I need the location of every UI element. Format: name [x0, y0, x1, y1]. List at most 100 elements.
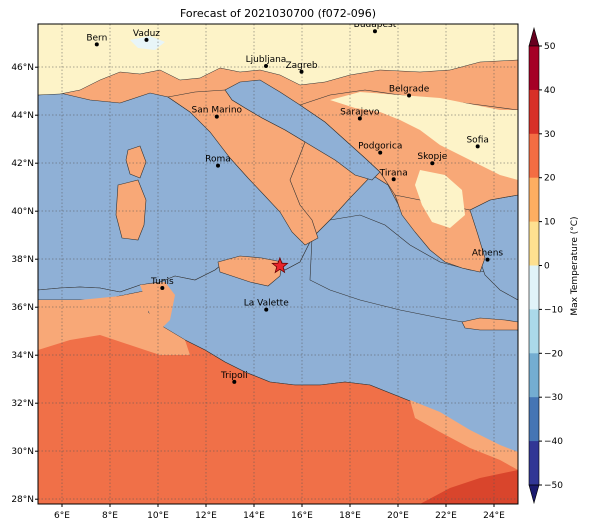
city-label: Roma	[205, 155, 231, 165]
alps-cool	[130, 36, 165, 50]
x-tick-label: 20°E	[387, 511, 409, 521]
colorbar-min-arrow	[528, 484, 540, 505]
y-tick-label: 46°N	[11, 63, 34, 73]
x-tick-label: 6°E	[54, 511, 70, 521]
colorbar-tick-label: −50	[544, 481, 563, 491]
city-label: San Marino	[192, 106, 243, 116]
y-tick-label: 42°N	[11, 159, 34, 169]
x-tick-label: 14°E	[243, 511, 265, 521]
x-tick-label: 16°E	[291, 511, 313, 521]
colorbar-tick-label: −10	[544, 305, 563, 315]
city-label: Athens	[472, 249, 503, 259]
colorbar-segment	[529, 353, 539, 398]
y-tick-label: 44°N	[11, 111, 34, 121]
colorbar-segment	[529, 89, 539, 135]
city-label: Ljubljana	[246, 55, 287, 65]
colorbar-segment	[529, 133, 539, 179]
city-marker	[160, 286, 165, 290]
colorbar-label: Max Temperature (°C)	[570, 216, 580, 315]
colorbar-tick-label: −20	[544, 349, 563, 359]
city-label: Tripoli	[220, 371, 248, 381]
x-tick-label: 10°E	[147, 511, 169, 521]
city-label: Budapest	[354, 20, 397, 30]
colorbar-max-arrow	[528, 26, 540, 47]
y-tick-label: 34°N	[11, 351, 34, 361]
city-marker	[94, 42, 99, 47]
corsica-land	[125, 145, 147, 179]
x-tick-label: 8°E	[102, 511, 118, 521]
city-label: Tirana	[379, 168, 408, 178]
city-marker	[299, 69, 304, 74]
city-marker	[391, 177, 396, 182]
y-tick-label: 40°N	[11, 207, 34, 217]
colorbar-tick-label: 20	[544, 174, 556, 184]
city-label: Zagreb	[285, 61, 317, 71]
city-label: Skopje	[417, 152, 447, 162]
colorbar-segment	[529, 441, 539, 486]
city-label: Vaduz	[133, 29, 160, 39]
city-marker	[475, 144, 480, 149]
city-marker	[357, 116, 362, 121]
colorbar-tick-label: −30	[544, 393, 563, 403]
colorbar-segment	[529, 46, 539, 91]
libya-coast-warm	[410, 400, 518, 470]
y-tick-label: 30°N	[11, 447, 34, 457]
hot-south	[420, 470, 518, 504]
city-label: Sofia	[466, 135, 488, 145]
colorbar-segment	[529, 221, 539, 266]
map-frame	[37, 23, 519, 505]
crete-land	[461, 317, 518, 331]
colorbar-segment	[529, 397, 539, 442]
greece-mild	[415, 170, 465, 228]
colorbar-tick-label: 0	[544, 262, 550, 272]
colorbar-tick-label: −40	[544, 437, 563, 447]
city-marker	[232, 379, 237, 384]
y-tick-label: 32°N	[11, 399, 34, 409]
colorbar-segment	[529, 265, 539, 310]
city-label: Belgrade	[389, 85, 430, 95]
city-marker	[378, 150, 383, 155]
x-axis-ticks: 6°E 8°E 10°E 12°E 14°E 16°E 18°E 20°E 22°E 24°E	[54, 504, 505, 521]
colorbar-segment	[529, 309, 539, 354]
colorbar: 50 40 30 20 10 0 −10 −20 −30 −40 −50	[528, 26, 563, 505]
city-marker	[144, 37, 149, 42]
city-label: Bern	[86, 33, 107, 43]
colorbar-tick-label: 50	[544, 42, 556, 52]
italy-land	[167, 89, 319, 246]
x-tick-label: 18°E	[339, 511, 361, 521]
city-label: La Valette	[244, 299, 289, 309]
y-axis-ticks: 28°N 30°N 32°N 34°N 36°N 38°N 40°N 42°N 44°N 46°N	[11, 63, 38, 505]
x-tick-label: 24°E	[483, 511, 505, 521]
colorbar-tick-label: 40	[544, 86, 556, 96]
tunisia-warm	[140, 282, 175, 330]
x-tick-label: 12°E	[195, 511, 217, 521]
city-marker	[372, 29, 377, 34]
sardinia-land	[115, 179, 147, 241]
city-marker	[485, 257, 490, 262]
city-marker	[264, 64, 268, 68]
city-marker	[430, 161, 435, 166]
y-tick-label: 28°N	[11, 495, 34, 505]
y-tick-label: 36°N	[11, 303, 34, 313]
city-label: Podgorica	[358, 142, 402, 152]
city-marker	[264, 307, 269, 312]
city-marker	[216, 163, 220, 168]
map-title: Forecast of 2021030700 (f072-096)	[179, 7, 377, 20]
city-label: Sarajevo	[340, 108, 380, 118]
ionian-sea	[309, 214, 518, 331]
x-tick-label: 22°E	[435, 511, 457, 521]
sicily-land	[217, 255, 283, 287]
y-tick-label: 38°N	[11, 255, 34, 265]
colorbar-tick-label: 10	[544, 218, 556, 228]
balkan-mild	[330, 92, 518, 180]
grid-lines	[38, 24, 518, 504]
city-marker	[214, 114, 219, 119]
forecast-location-star-icon	[271, 256, 289, 274]
colorbar-segment	[529, 177, 539, 223]
city-marker	[407, 93, 412, 98]
colorbar-tick-label: 30	[544, 130, 556, 140]
city-label: Tunis	[150, 277, 174, 287]
